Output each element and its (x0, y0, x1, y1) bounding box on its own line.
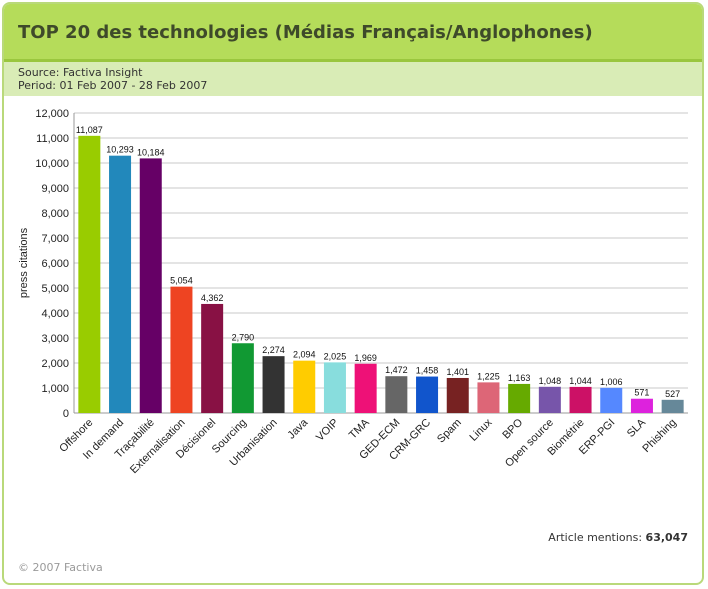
bar-3 (170, 286, 193, 413)
x-tick-label: BPO (500, 416, 525, 441)
source-label: Source: Factiva Insight (18, 66, 143, 79)
y-tick-label: 9,000 (41, 183, 69, 195)
y-tick-label: 2,000 (41, 358, 69, 370)
data-label: 1,458 (416, 366, 439, 376)
x-tick-label: SLA (625, 416, 649, 440)
data-label: 1,163 (508, 373, 531, 383)
bar-0 (78, 135, 101, 413)
data-label: 2,274 (262, 345, 285, 355)
data-label: 1,969 (354, 353, 377, 363)
y-tick-label: 12,000 (35, 108, 69, 120)
bar-4 (201, 303, 224, 413)
bar-12 (446, 377, 469, 413)
y-tick-label: 11,000 (36, 133, 69, 145)
x-tick-label: TMA (347, 416, 372, 441)
copyright: © 2007 Factiva (18, 561, 103, 574)
meta-bar: Source: Factiva Insight Period: 01 Feb 2… (4, 62, 702, 96)
data-label: 527 (665, 389, 680, 399)
x-tick-label: Spam (435, 417, 464, 446)
data-label: 1,472 (385, 365, 408, 375)
bar-8 (323, 362, 346, 413)
data-label: 1,225 (477, 371, 500, 381)
bar-11 (416, 376, 439, 413)
data-label: 11,087 (76, 125, 103, 135)
y-tick-label: 7,000 (41, 233, 69, 245)
bar-14 (508, 383, 531, 413)
bar-6 (262, 356, 285, 413)
x-tick-label: VOIP (314, 417, 341, 444)
y-tick-label: 5,000 (41, 283, 69, 295)
y-tick-label: 6,000 (41, 258, 69, 270)
bar-16 (569, 386, 592, 413)
bar-1 (109, 155, 132, 414)
y-tick-label: 10,000 (35, 158, 69, 170)
article-mentions: Article mentions: 63,047 (548, 531, 688, 544)
bar-2 (139, 158, 162, 413)
period-label: Period: 01 Feb 2007 - 28 Feb 2007 (18, 79, 208, 92)
y-axis-title: press citations (18, 227, 30, 298)
bar-19 (661, 399, 684, 413)
y-tick-label: 4,000 (41, 308, 69, 320)
article-mentions-label: Article mentions: (548, 531, 643, 544)
x-tick-label: Java (285, 416, 311, 442)
data-label: 10,184 (137, 147, 165, 157)
x-tick-label: Linux (467, 416, 494, 443)
y-tick-label: 8,000 (41, 208, 69, 220)
data-label: 1,006 (600, 377, 623, 387)
data-label: 4,362 (201, 293, 224, 303)
article-mentions-value: 63,047 (645, 531, 688, 544)
y-tick-label: 0 (63, 408, 69, 420)
bar-13 (477, 382, 500, 413)
data-label: 10,293 (106, 145, 134, 155)
bar-18 (630, 398, 653, 413)
data-label: 5,054 (170, 276, 193, 286)
bar-9 (354, 363, 377, 413)
bar-5 (231, 343, 254, 413)
bar-15 (538, 386, 561, 413)
bar-7 (293, 360, 316, 413)
y-tick-label: 1,000 (41, 383, 69, 395)
data-label: 2,025 (324, 351, 347, 361)
x-tick-label: Phishing (640, 417, 678, 455)
bar-17 (600, 387, 623, 413)
data-label: 2,790 (232, 332, 255, 342)
data-label: 1,401 (446, 367, 469, 377)
data-label: 571 (634, 388, 649, 398)
bar-10 (385, 376, 408, 413)
title-bar: TOP 20 des technologies (Médias Français… (4, 4, 702, 62)
page-title: TOP 20 des technologies (Médias Français… (18, 22, 593, 43)
y-tick-label: 3,000 (41, 333, 69, 345)
data-label: 1,044 (569, 376, 592, 386)
data-label: 1,048 (539, 376, 562, 386)
data-label: 2,094 (293, 350, 316, 360)
